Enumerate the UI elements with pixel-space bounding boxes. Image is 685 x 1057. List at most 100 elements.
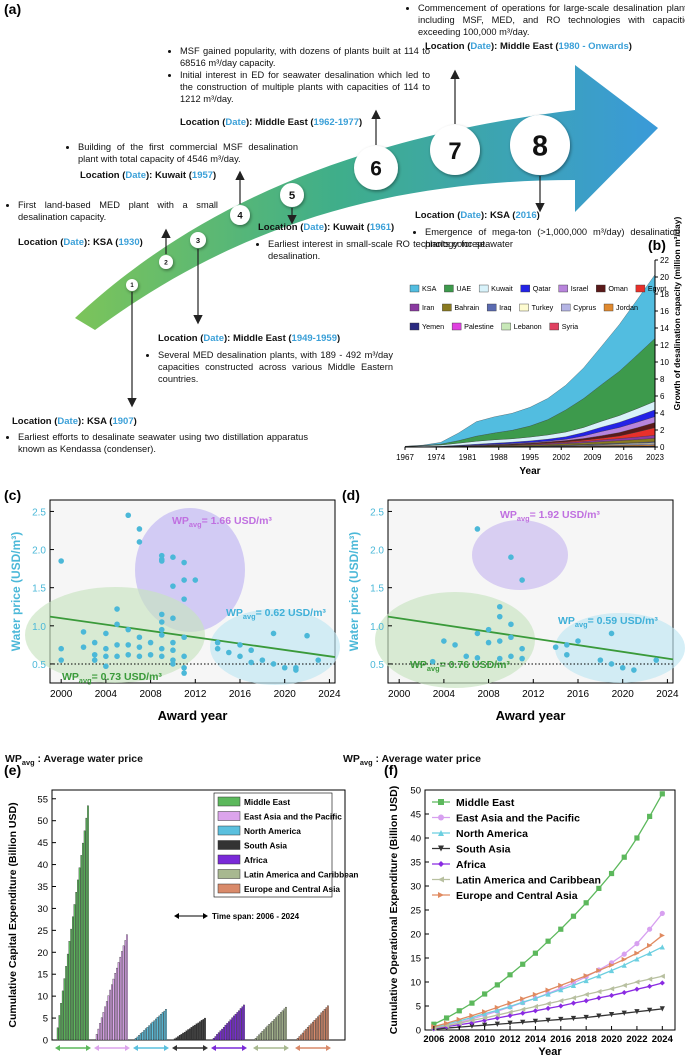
point-marker bbox=[634, 950, 640, 956]
x-tick-label: 2022 bbox=[626, 1034, 647, 1045]
bullet-text: Commencement of operations for large-sca… bbox=[418, 2, 685, 38]
data-point bbox=[597, 657, 604, 663]
milestone-circle bbox=[230, 205, 250, 225]
data-point bbox=[125, 642, 132, 648]
data-point bbox=[237, 653, 243, 660]
location-part: Date bbox=[203, 333, 224, 344]
location-part: ) bbox=[628, 41, 632, 52]
location-part: ): KSA ( bbox=[77, 416, 113, 427]
bar bbox=[151, 1021, 154, 1041]
location-part: ): Kuwait ( bbox=[323, 222, 370, 233]
data-point bbox=[114, 653, 120, 660]
point-marker bbox=[520, 996, 526, 1002]
point-marker bbox=[494, 1004, 500, 1011]
data-point bbox=[519, 645, 525, 652]
point-marker bbox=[545, 991, 551, 997]
bar bbox=[264, 1027, 267, 1041]
y-tick-label: 20 bbox=[410, 930, 421, 941]
x-tick-label: 1974 bbox=[427, 453, 445, 462]
bar bbox=[270, 1022, 272, 1041]
milestone-number: 1 bbox=[130, 283, 134, 289]
data-point bbox=[181, 653, 187, 660]
bar bbox=[78, 867, 81, 1041]
point-marker bbox=[494, 982, 500, 988]
legend-swatch bbox=[217, 796, 241, 807]
bar bbox=[61, 990, 64, 1041]
bar bbox=[243, 1004, 245, 1041]
point-marker bbox=[545, 1001, 551, 1007]
y-tick-label: 20 bbox=[660, 273, 669, 282]
bullet-text: Earliest interest in small-scale RO tech… bbox=[268, 238, 513, 262]
data-point bbox=[226, 649, 232, 656]
location-part: 1962-1977 bbox=[313, 117, 359, 128]
bar bbox=[281, 1010, 284, 1041]
data-point bbox=[631, 667, 637, 673]
annotation-main: WP bbox=[226, 607, 243, 619]
annotation-sub: avg bbox=[575, 620, 588, 629]
line-series bbox=[433, 946, 663, 1028]
legend-label: Syria bbox=[562, 322, 578, 331]
point-marker bbox=[545, 1017, 551, 1023]
x-tick-label: 2016 bbox=[567, 689, 590, 700]
x-tick-label: 2002 bbox=[552, 453, 570, 462]
point-marker bbox=[532, 1003, 539, 1010]
point-marker bbox=[621, 956, 627, 963]
bar bbox=[139, 1033, 142, 1041]
annotation-rest: = 0.62 USD/m³ bbox=[256, 607, 327, 619]
bar bbox=[199, 1021, 201, 1041]
bar bbox=[122, 945, 125, 1041]
data-point bbox=[114, 606, 120, 612]
annotation: WPavg : Average water price bbox=[343, 753, 481, 767]
y-tick-label: 45 bbox=[37, 838, 48, 849]
point-marker bbox=[608, 992, 615, 999]
annotation: WPavg= 1.92 USD/m³ bbox=[500, 509, 600, 523]
milestone-location: Location (Date): Middle East (1962-1977) bbox=[180, 117, 362, 128]
legend-label: Latin America and Caribbean bbox=[244, 870, 359, 880]
legend-label: East Asia and the Pacific bbox=[244, 812, 342, 822]
bar bbox=[214, 1036, 217, 1041]
point-marker bbox=[647, 1007, 653, 1013]
milestone-bullets: Several MED desalination plants, with 18… bbox=[146, 349, 393, 385]
location-part: Date bbox=[57, 416, 78, 427]
bar bbox=[109, 989, 111, 1041]
point-marker bbox=[507, 1003, 513, 1010]
y-tick-label: 45 bbox=[410, 810, 421, 821]
data-point bbox=[91, 639, 98, 646]
point-marker bbox=[647, 942, 653, 949]
location-part: Location ( bbox=[425, 41, 471, 52]
data-point bbox=[147, 651, 154, 658]
legend-label: Iraq bbox=[499, 303, 511, 312]
milestone-number: 7 bbox=[448, 138, 461, 165]
location-part: ): Middle East ( bbox=[490, 41, 559, 52]
data-point bbox=[485, 639, 492, 646]
milestone-bullets: Building of the first commercial MSF des… bbox=[66, 141, 298, 165]
point-marker bbox=[482, 1009, 488, 1015]
legend-swatch bbox=[409, 322, 420, 331]
legend-swatch bbox=[444, 284, 454, 293]
point-marker bbox=[570, 977, 577, 984]
bar bbox=[77, 879, 79, 1041]
location-part: ): KSA ( bbox=[83, 237, 119, 248]
location-part: ) bbox=[336, 333, 341, 344]
data-point bbox=[248, 647, 254, 654]
point-marker bbox=[608, 986, 615, 992]
x-tick-label: 2009 bbox=[584, 453, 602, 462]
data-point bbox=[608, 661, 615, 667]
data-point bbox=[441, 638, 447, 644]
annotation-main: WP bbox=[558, 615, 575, 627]
point-marker bbox=[608, 967, 615, 974]
time-span-label: Time span: 2006 - 2024 bbox=[212, 912, 300, 921]
point-marker bbox=[558, 926, 564, 932]
point-marker bbox=[532, 1008, 539, 1014]
panel-label: (a) bbox=[4, 1, 21, 17]
point-marker bbox=[558, 987, 564, 993]
bar bbox=[60, 1003, 62, 1041]
data-point bbox=[170, 615, 176, 621]
location-part: ) bbox=[133, 416, 137, 427]
bar bbox=[65, 966, 67, 1041]
y-tick-label: 0 bbox=[416, 1026, 421, 1037]
bar bbox=[153, 1020, 156, 1041]
point-marker bbox=[608, 870, 615, 877]
legend-label: North America bbox=[456, 828, 528, 840]
y-tick-label: 55 bbox=[37, 794, 48, 805]
